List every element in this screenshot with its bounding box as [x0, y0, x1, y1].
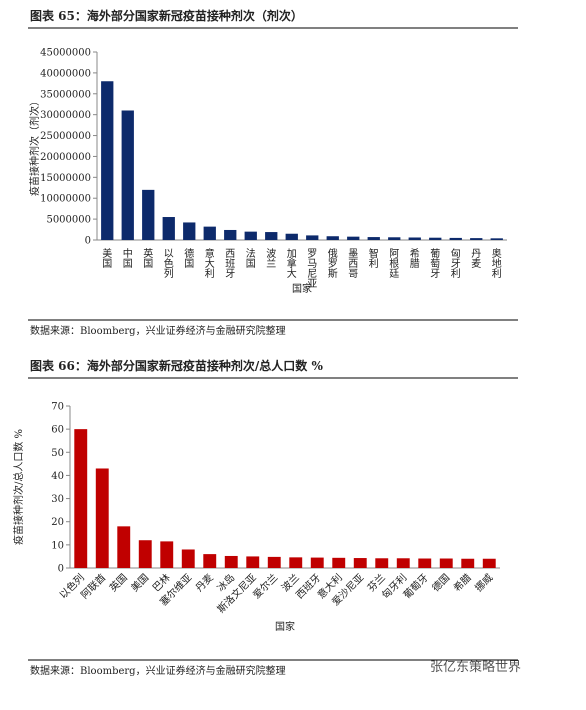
y-tick-label: 0 [58, 564, 64, 575]
x-tick-label: 智利 [366, 247, 378, 268]
source-note: 数据来源：Bloomberg，兴业证券经济与金融研究院整理 [30, 664, 286, 677]
x-tick-label: 爱尔兰 [250, 571, 280, 601]
bar [367, 237, 380, 240]
bar [74, 429, 88, 568]
y-tick-label: 40000000 [40, 68, 91, 79]
y-tick-label: 20 [51, 517, 64, 528]
bar [121, 110, 134, 240]
bar [375, 558, 389, 568]
x-tick-label: 丹麦 [469, 248, 481, 269]
x-tick-label: 希腊 [407, 247, 419, 269]
y-tick-label: 40 [51, 471, 64, 482]
bar [224, 555, 238, 568]
bar [326, 236, 339, 240]
bar [429, 237, 442, 240]
y-tick-label: 30 [51, 494, 64, 505]
x-tick-label: 阿联酋 [78, 571, 108, 601]
x-tick-label: 法国 [243, 247, 255, 269]
bar [267, 556, 281, 568]
x-tick-label: 英国 [107, 571, 130, 594]
x-tick-label: 丹麦 [193, 572, 216, 595]
x-tick-label: 奥地利 [489, 247, 501, 278]
y-tick-label: 25000000 [40, 131, 91, 142]
y-tick-label: 70 [51, 402, 64, 413]
bar [246, 556, 260, 568]
x-tick-label: 以色列 [161, 248, 173, 279]
x-tick-label: 西班牙 [223, 248, 235, 279]
chart-title: 图表 66：海外部分国家新冠疫苗接种剂次/总人口数 % [30, 358, 323, 373]
bar [95, 468, 109, 568]
x-tick-label: 加拿大 [284, 248, 296, 279]
y-tick-label: 15000000 [40, 173, 91, 184]
bar [408, 237, 421, 240]
y-tick-label: 50 [51, 448, 64, 459]
bar [482, 558, 496, 568]
y-tick-label: 45000000 [40, 48, 91, 59]
bar [332, 557, 346, 568]
x-tick-label: 俄罗斯 [325, 248, 337, 279]
bar [449, 237, 462, 240]
x-axis-label: 国家 [292, 282, 312, 295]
x-tick-label: 美国 [128, 571, 151, 594]
x-tick-label: 德国 [429, 571, 452, 594]
chart-title: 图表 65：海外部分国家新冠疫苗接种剂次（剂次） [30, 8, 303, 23]
source-note: 数据来源：Bloomberg，兴业证券经济与金融研究院整理 [30, 324, 286, 337]
bar [306, 235, 319, 240]
x-tick-label: 波兰 [264, 247, 276, 268]
x-tick-label: 墨西哥 [346, 248, 358, 278]
bar [117, 526, 131, 568]
bar [490, 238, 503, 240]
bar [142, 189, 155, 240]
y-tick-label: 10000000 [40, 194, 91, 205]
x-tick-label: 阿根廷 [387, 248, 399, 279]
bar [310, 557, 324, 568]
y-tick-label: 20000000 [40, 152, 91, 163]
bar [285, 233, 298, 240]
x-tick-label: 意大利 [202, 247, 214, 278]
bar [244, 231, 257, 240]
bar [353, 558, 367, 568]
bar [203, 554, 217, 568]
y-tick-label: 30000000 [40, 110, 91, 121]
y-tick-label: 60 [51, 425, 64, 436]
x-axis-label: 国家 [275, 620, 295, 633]
bar [203, 226, 216, 240]
y-tick-label: 5000000 [46, 215, 91, 226]
bar [101, 81, 114, 240]
bar [138, 540, 152, 568]
bar [183, 222, 196, 240]
x-tick-label: 罗马尼亚 [305, 248, 317, 288]
bar [439, 558, 453, 568]
watermark: 张亿东策略世界 [430, 659, 521, 675]
bar [265, 232, 278, 240]
y-axis-label: 疫苗接种剂次（剂次） [28, 96, 41, 196]
bar [347, 236, 360, 240]
bar [162, 217, 175, 240]
x-tick-label: 中国 [120, 247, 132, 269]
y-tick-label: 0 [85, 236, 91, 247]
x-tick-label: 希腊 [451, 571, 474, 594]
bar [461, 558, 475, 568]
bar [388, 237, 401, 240]
x-tick-label: 葡萄牙 [400, 571, 430, 601]
bar [289, 557, 303, 568]
x-tick-label: 匈牙利 [448, 247, 460, 278]
y-axis-label: 疫苗接种剂次/总人口数 % [12, 429, 25, 545]
x-tick-label: 葡萄牙 [428, 247, 440, 279]
x-tick-label: 英国 [141, 247, 153, 269]
bar [396, 558, 410, 568]
bar [181, 549, 195, 568]
bar [160, 541, 174, 568]
bar [418, 558, 432, 568]
x-tick-label: 美国 [100, 247, 112, 269]
y-tick-label: 35000000 [40, 89, 91, 100]
bar [470, 238, 483, 240]
y-tick-label: 10 [51, 540, 64, 551]
x-tick-label: 德国 [182, 247, 194, 269]
bar [224, 229, 237, 240]
x-tick-label: 挪威 [472, 571, 495, 594]
